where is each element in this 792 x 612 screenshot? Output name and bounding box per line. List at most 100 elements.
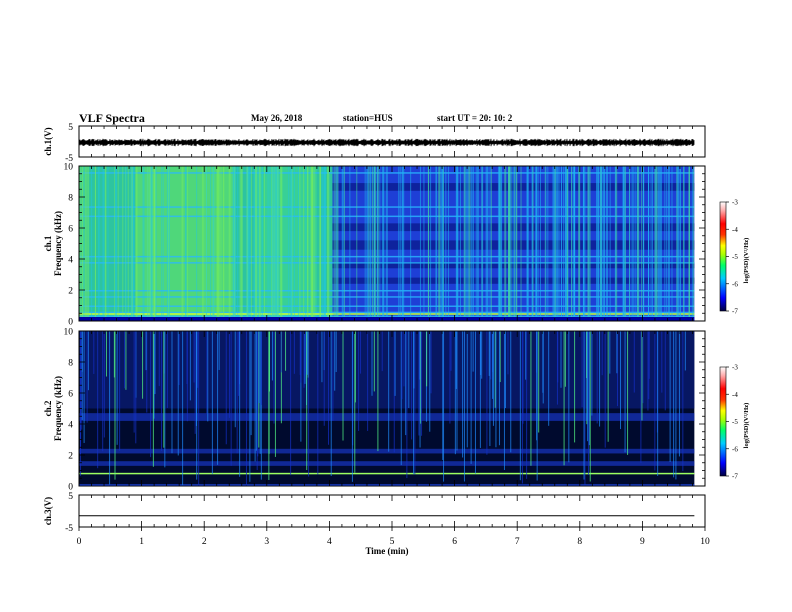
ch1-sferic-streak xyxy=(253,166,256,321)
colorbar-1 xyxy=(719,201,727,312)
ch2-sferic-streak xyxy=(587,331,589,476)
ch2-sferic-streak xyxy=(442,331,444,460)
ch2-sferic-streak xyxy=(178,331,180,385)
ch1-sferic-streak xyxy=(655,166,657,321)
ch1-sferic-streak xyxy=(149,166,152,321)
ch2-sferic-streak xyxy=(154,331,156,395)
ch1-sferic-streak xyxy=(470,166,472,321)
ch1-sferic-streak xyxy=(516,166,518,321)
ch2-sferic-streak xyxy=(146,331,148,413)
ch2-sferic-streak xyxy=(152,331,154,467)
ch1-sferic-streak xyxy=(334,166,336,321)
ch2-sferic-streak xyxy=(105,331,107,377)
ch1-sferic-streak xyxy=(641,166,643,321)
ch1-sferic-streak xyxy=(291,166,293,321)
ch2-sferic-streak xyxy=(581,331,583,408)
ch2-sferic-streak xyxy=(429,331,431,432)
ch1-sferic-streak xyxy=(624,166,626,321)
ch2-sferic-streak xyxy=(182,331,184,486)
ch1-sferic-streak xyxy=(606,166,609,321)
ch2-sferic-streak xyxy=(609,331,611,374)
ch1-waveform-ylabel: ch.1(V) xyxy=(43,127,53,155)
ch1-sferic-streak xyxy=(205,166,207,321)
ch2-sferic-streak xyxy=(536,331,538,441)
colorbar-tick-label: -4 xyxy=(732,391,738,399)
ch1-sferic-streak xyxy=(276,166,278,321)
ch1-sferic-streak xyxy=(531,166,533,321)
ch1-sferic-streak xyxy=(552,166,555,321)
ch2-sferic-streak xyxy=(166,331,168,408)
ch2-sferic-streak xyxy=(260,331,262,405)
ch1-sferic-streak xyxy=(162,166,164,321)
ch1-sferic-streak xyxy=(504,166,507,321)
ch2-sferic-streak xyxy=(171,331,173,454)
ch1-sferic-streak xyxy=(168,166,170,321)
ch2-sferic-streak xyxy=(393,331,395,453)
ch2-sferic-streak xyxy=(97,331,99,469)
ch2-sferic-streak xyxy=(81,331,83,420)
ch1-sferic-streak xyxy=(95,166,97,321)
ch1-sferic-streak xyxy=(629,166,631,321)
ch2-sferic-streak xyxy=(381,331,383,372)
ch1-sferic-streak xyxy=(258,166,260,321)
ch1-y-tick-label: 2 xyxy=(68,287,73,297)
ch1-sferic-streak xyxy=(232,166,234,321)
ch2-sferic-streak xyxy=(470,331,472,464)
x-tick-label: 1 xyxy=(139,537,144,547)
ch1-sferic-streak xyxy=(356,166,358,321)
ch1-sferic-streak xyxy=(596,166,599,321)
ch2-sferic-streak xyxy=(617,331,619,407)
ch2-sferic-streak xyxy=(230,331,232,466)
ch1-sferic-streak xyxy=(573,166,576,321)
ch2-sferic-streak xyxy=(489,331,491,447)
ch2-sferic-streak xyxy=(371,331,373,396)
ch1-sferic-streak xyxy=(155,166,157,321)
ch3-waveform-ylabel: ch.3(V) xyxy=(43,497,53,525)
ch2-sferic-streak xyxy=(394,331,396,396)
ch1-sferic-streak xyxy=(263,166,265,321)
ch2-sferic-streak xyxy=(479,331,481,448)
ch2-sferic-streak xyxy=(588,331,590,446)
colorbar-tick-label: -6 xyxy=(732,445,738,453)
ch2-sferic-streak xyxy=(648,331,650,400)
colorbar-tick-label: -6 xyxy=(732,280,738,288)
ch1-sferic-streak xyxy=(274,166,277,321)
ch2-sferic-streak xyxy=(426,331,428,387)
ch1-sferic-streak xyxy=(216,166,218,321)
ch1-spectrogram xyxy=(79,166,695,321)
ch1-sferic-streak xyxy=(664,166,666,321)
colorbar-tick-label: -7 xyxy=(732,473,738,481)
ch2-sferic-streak xyxy=(114,331,116,480)
ch1-sferic-streak xyxy=(132,166,135,321)
ch1-sferic-streak xyxy=(267,166,269,321)
ch1-sferic-streak xyxy=(299,166,301,321)
ch1-sferic-streak xyxy=(375,166,377,321)
ch2-sferic-streak xyxy=(443,331,445,482)
ch1-sferic-streak xyxy=(364,166,366,321)
ch2-y-tick-label: 0 xyxy=(68,483,73,493)
ch2-sferic-streak xyxy=(250,331,252,436)
ch2-sferic-streak xyxy=(418,331,420,436)
ch2-sferic-streak xyxy=(388,331,390,452)
ch2-sferic-streak xyxy=(640,331,642,463)
ch1-sferic-streak xyxy=(220,166,222,321)
ch2-sferic-streak xyxy=(490,331,492,380)
ch1-sferic-streak xyxy=(311,166,313,321)
ch1-sferic-streak xyxy=(150,166,152,321)
colorbar-tick-label: -5 xyxy=(732,418,738,426)
ch2-sferic-streak xyxy=(462,331,464,458)
ch2-sferic-streak xyxy=(657,331,659,476)
ch1-sferic-streak xyxy=(311,166,313,321)
ch2-sferic-streak xyxy=(177,331,179,456)
ch2-sferic-streak xyxy=(258,331,260,404)
ch1-y-tick-label: 10 xyxy=(64,163,74,173)
ch2-sferic-streak xyxy=(583,331,585,480)
ch1-waveform-trace xyxy=(78,138,695,147)
ch1-sferic-streak xyxy=(233,166,235,321)
ch1-sferic-streak xyxy=(217,166,220,321)
ch2-sferic-streak xyxy=(678,331,680,457)
waveform-y-tick-label: -5 xyxy=(65,154,73,164)
ch1-sferic-streak xyxy=(260,166,262,321)
ch2-spectrogram xyxy=(79,331,695,487)
ch2-band xyxy=(79,413,695,421)
